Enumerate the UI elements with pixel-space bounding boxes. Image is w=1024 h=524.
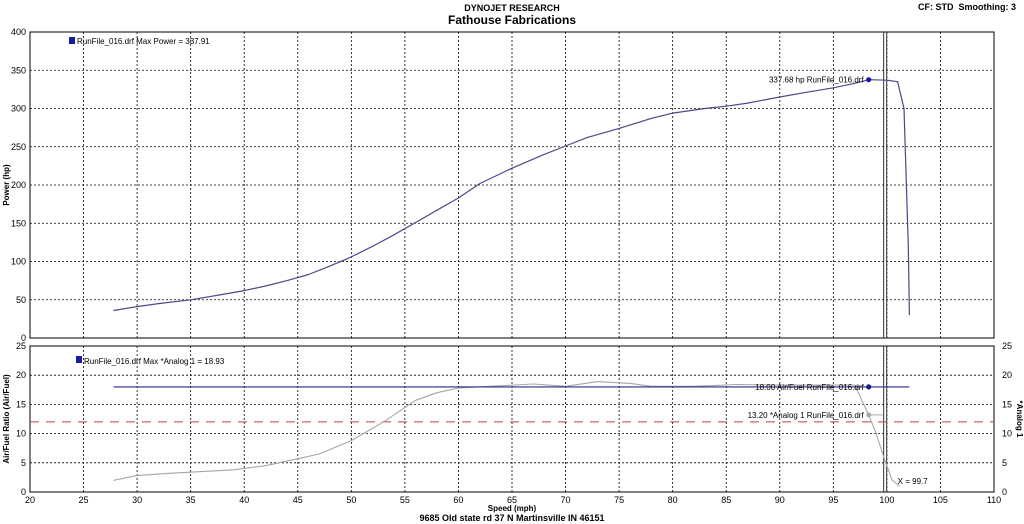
afr-y-tick-label: 5 bbox=[21, 458, 26, 468]
x-tick-label: 80 bbox=[668, 495, 678, 505]
power-legend-text: RunFile_016.drf Max Power = 337.91 bbox=[77, 37, 210, 46]
x-tick-label: 55 bbox=[400, 495, 410, 505]
x-tick-label: 75 bbox=[614, 495, 624, 505]
power-y-tick-label: 50 bbox=[16, 295, 26, 305]
x-tick-label: 110 bbox=[987, 495, 1001, 505]
power-y-tick-label: 400 bbox=[11, 27, 26, 37]
x-tick-label: 100 bbox=[879, 495, 894, 505]
afr-y-tick-label: 15 bbox=[16, 399, 26, 409]
settings-readout: CF: STD Smoothing: 3 bbox=[918, 2, 1016, 12]
afr-legend-text: RunFile_016.drf Max *Analog 1 = 18.93 bbox=[84, 357, 225, 366]
analog-y-tick-label: 25 bbox=[1002, 341, 1012, 351]
x-tick-label: 105 bbox=[933, 495, 948, 505]
x-tick-label: 95 bbox=[828, 495, 838, 505]
analog-y-tick-label: 15 bbox=[1002, 399, 1012, 409]
x-tick-label: 70 bbox=[561, 495, 571, 505]
x-tick-label: 30 bbox=[132, 495, 142, 505]
analog-y-tick-label: 10 bbox=[1002, 429, 1012, 439]
analog-y-axis-label: *Analog 1 bbox=[1015, 401, 1024, 438]
x-tick-label: 90 bbox=[775, 495, 785, 505]
analog-y-tick-label: 0 bbox=[1002, 487, 1007, 497]
power-legend-marker bbox=[69, 37, 75, 44]
x-tick-label: 35 bbox=[186, 495, 196, 505]
peak-power-label: 337.68 hp RunFile_016.drf bbox=[769, 76, 865, 85]
x-tick-label: 60 bbox=[453, 495, 463, 505]
x-tick-label: 25 bbox=[79, 495, 89, 505]
x-tick-label: 45 bbox=[293, 495, 303, 505]
power-y-tick-label: 300 bbox=[11, 104, 26, 114]
x-tick-label: 65 bbox=[507, 495, 517, 505]
power-series-line bbox=[113, 79, 910, 316]
x-tick-label: 85 bbox=[721, 495, 731, 505]
afr-y-tick-label: 0 bbox=[21, 487, 26, 497]
afr-y-tick-label: 20 bbox=[16, 370, 26, 380]
analog-series-line bbox=[113, 381, 901, 487]
peak-power-marker bbox=[866, 77, 872, 83]
afr-value-marker bbox=[866, 384, 872, 390]
cursor-x-readout: X = 99.7 bbox=[898, 477, 929, 486]
analog-y-tick-label: 20 bbox=[1002, 370, 1012, 380]
x-axis-label: Speed (mph) bbox=[488, 504, 537, 513]
afr-y-tick-label: 10 bbox=[16, 429, 26, 439]
power-y-tick-label: 350 bbox=[11, 65, 26, 75]
correction-factor: CF: STD bbox=[917, 2, 954, 12]
power-y-tick-label: 0 bbox=[21, 333, 26, 343]
analog-y-tick-label: 5 bbox=[1002, 458, 1007, 468]
power-y-tick-label: 100 bbox=[11, 257, 26, 267]
analog-value-marker bbox=[866, 412, 872, 418]
power-y-axis-label: Power (hp) bbox=[2, 164, 11, 206]
x-tick-label: 50 bbox=[346, 495, 356, 505]
chart-title: Fathouse Fabrications bbox=[447, 13, 577, 27]
x-tick-label: 20 bbox=[25, 495, 35, 505]
footer-address: 9685 Old state rd 37 N Martinsville IN 4… bbox=[419, 513, 605, 523]
afr-legend-marker bbox=[76, 356, 82, 363]
x-tick-label: 40 bbox=[239, 495, 249, 505]
afr-y-tick-label: 25 bbox=[16, 341, 26, 351]
power-y-tick-label: 250 bbox=[11, 142, 26, 152]
smoothing-value: Smoothing: 3 bbox=[958, 2, 1017, 12]
analog-value-label: 13.20 *Analog 1 RunFile_016.drf bbox=[748, 411, 865, 420]
afr-y-axis-label: Air/Fuel Ratio (Air/Fuel) bbox=[2, 374, 11, 464]
brand-label: DYNOJET RESEARCH bbox=[464, 3, 560, 13]
power-y-tick-label: 150 bbox=[11, 218, 26, 228]
power-y-tick-label: 200 bbox=[11, 180, 26, 190]
afr-value-label: 18.00 Air/Fuel RunFile_016.drf bbox=[755, 383, 864, 392]
